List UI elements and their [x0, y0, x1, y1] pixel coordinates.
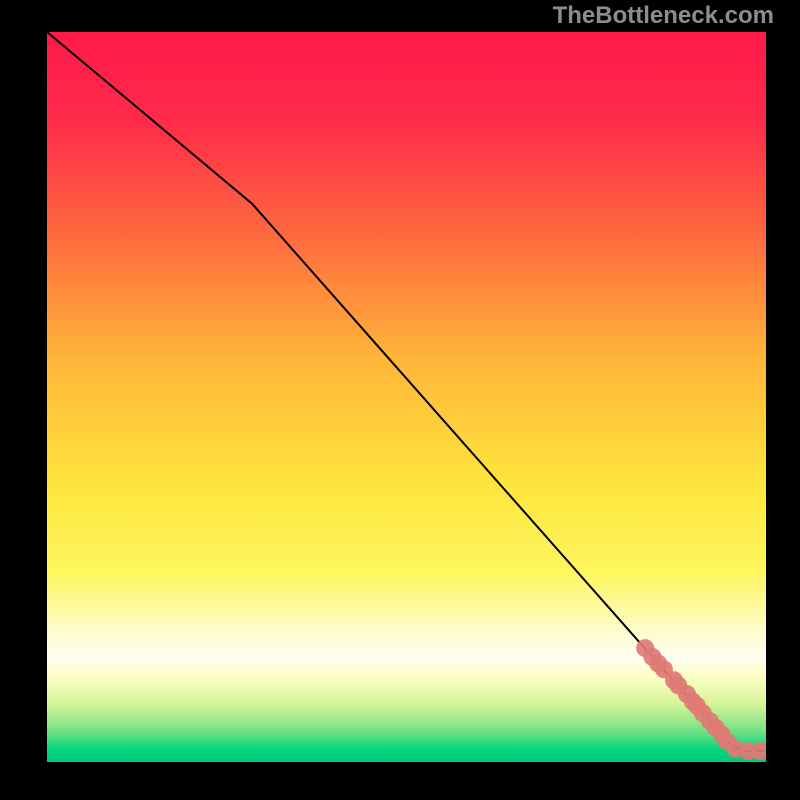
watermark-text: TheBottleneck.com — [553, 2, 774, 30]
data-curve — [47, 32, 766, 751]
chart-plot-area — [47, 32, 766, 762]
chart-overlay — [47, 32, 766, 762]
